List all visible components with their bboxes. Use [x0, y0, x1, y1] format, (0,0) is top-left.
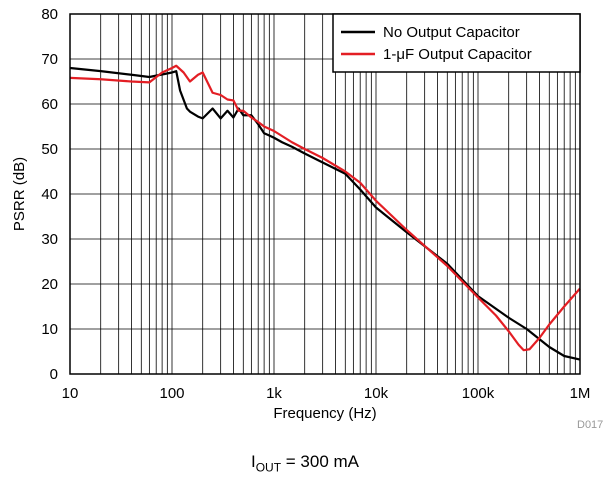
y-tick-label: 10 — [41, 321, 58, 338]
x-tick-label: 1k — [266, 385, 282, 402]
series-layer — [69, 64, 581, 361]
y-tick-label: 80 — [41, 6, 58, 23]
legend-label-2: 1-μF Output Capacitor — [383, 46, 532, 63]
grid — [69, 13, 580, 375]
x-tick-label: 100k — [462, 385, 495, 402]
y-tick-label: 30 — [41, 231, 58, 248]
x-tick-label: 1M — [570, 385, 591, 402]
y-tick-label: 40 — [41, 186, 58, 203]
figure-caption: IOUT = 300 mA — [0, 452, 610, 474]
x-tick-label: 10k — [364, 385, 389, 402]
caption-rest: = 300 mA — [281, 452, 360, 471]
caption-main: I — [250, 452, 256, 471]
y-axis-label: PSRR (dB) — [11, 157, 28, 231]
legend-label-1: No Output Capacitor — [383, 24, 520, 41]
legend-box — [332, 13, 581, 73]
series-line-2 — [69, 64, 581, 352]
y-tick-label: 0 — [50, 366, 58, 383]
y-tick-label: 70 — [41, 51, 58, 68]
figure-id: D017 — [577, 419, 603, 431]
y-tick-label: 20 — [41, 276, 58, 293]
plot-frame — [69, 13, 581, 375]
series-line-1 — [69, 66, 581, 361]
x-tick-label: 100 — [159, 385, 184, 402]
caption-subscript: OUT — [255, 460, 282, 475]
y-tick-label: 60 — [41, 96, 58, 113]
y-tick-label: 50 — [41, 141, 58, 158]
x-tick-label: 10 — [62, 385, 79, 402]
x-axis-label: Frequency (Hz) — [273, 405, 376, 422]
legend: No Output Capacitor 1-μF Output Capacitor — [332, 13, 581, 73]
